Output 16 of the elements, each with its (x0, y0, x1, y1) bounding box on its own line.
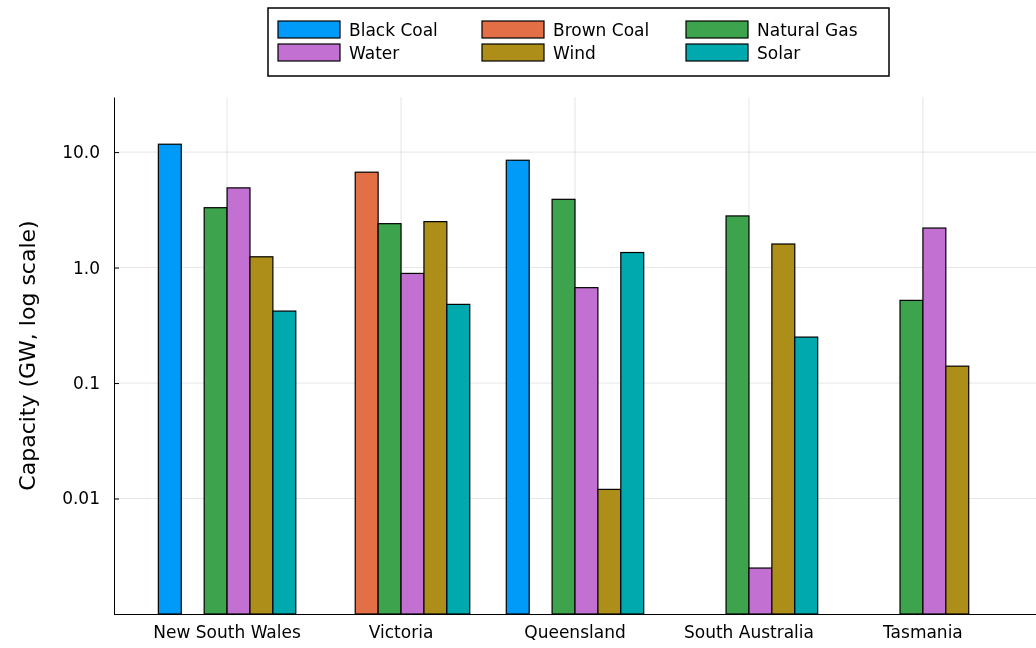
x-tick-label: South Australia (683, 622, 814, 643)
y-tick-label: 0.01 (62, 488, 100, 509)
legend-label: Brown Coal (553, 20, 650, 40)
x-tick-label: Victoria (368, 622, 434, 643)
x-tick-label: Queensland (524, 622, 626, 643)
legend-label: Black Coal (349, 20, 438, 40)
legend-label: Water (349, 43, 400, 63)
x-tick-label: Tasmania (882, 622, 963, 643)
x-tick-label: New South Wales (153, 622, 301, 643)
y-tick-label: 1.0 (72, 257, 100, 278)
y-tick-label: 10.0 (62, 142, 100, 163)
y-axis-title: Capacity (GW, log scale) (15, 220, 40, 491)
legend-label: Natural Gas (757, 20, 858, 40)
legend-label: Solar (757, 43, 801, 63)
y-tick-label: 0.1 (72, 372, 100, 393)
legend-label: Wind (553, 43, 596, 63)
